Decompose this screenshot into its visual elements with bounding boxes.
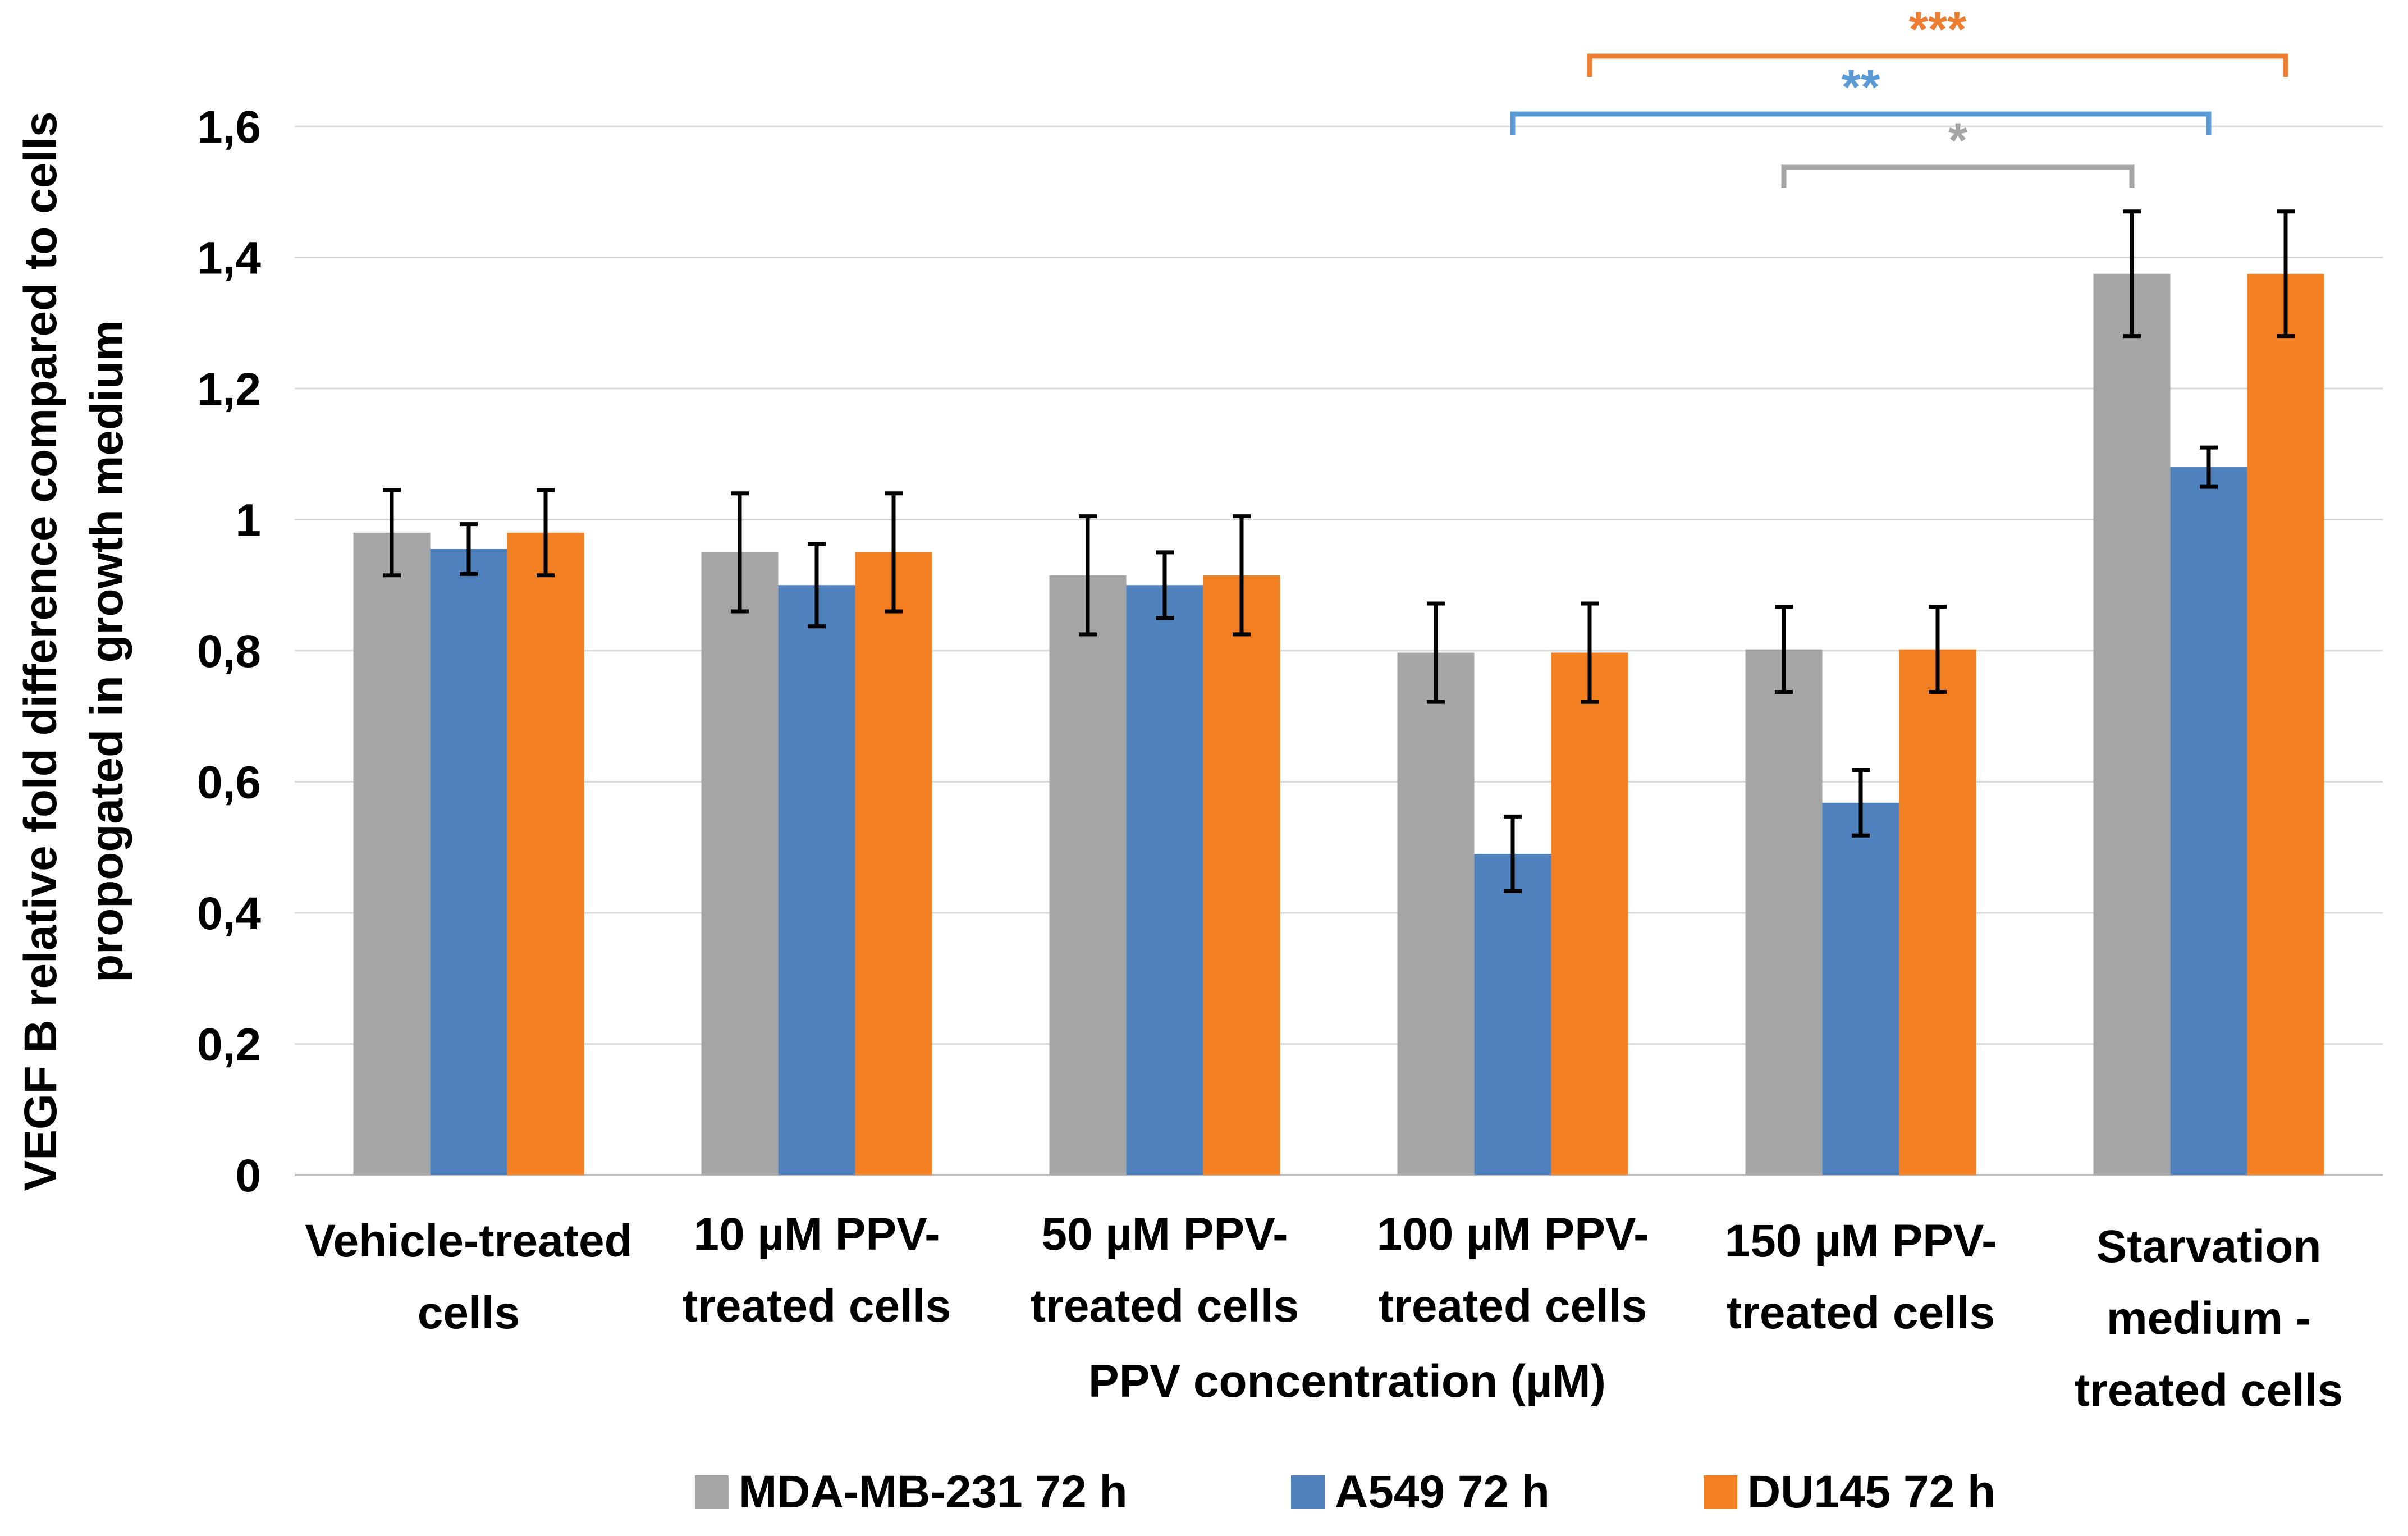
gridlines	[295, 125, 2383, 1176]
legend-item-2: DU145 72 h	[1704, 1466, 1995, 1517]
significance-bracket-line	[1510, 111, 2212, 135]
significance-label: **	[1842, 59, 1880, 115]
x-category-label-line: cells	[418, 1287, 520, 1338]
x-category-label-line: treated cells	[683, 1281, 951, 1332]
bar-series-2-category-3	[1551, 652, 1628, 1175]
x-category-label-line: treated cells	[2075, 1365, 2343, 1416]
y-tick-label: 0	[235, 1150, 261, 1201]
error-bar-series-2-category-2	[1233, 514, 1251, 637]
error-bar-series-1-category-3	[1504, 814, 1522, 893]
significance-bracket-line	[1781, 164, 2135, 188]
x-axis-category-labels: Vehicle-treated cells 10 µM PPV-treated ce…	[305, 1209, 2343, 1416]
y-axis-ticks: 0 0,2 0,4 0,6 0,8 1 1,2 1,4 1,6	[197, 102, 261, 1201]
y-tick-label: 0,4	[197, 888, 261, 939]
error-bar-series-2-category-3	[1581, 601, 1599, 704]
y-tick-label: 1,2	[197, 364, 261, 415]
bars	[353, 273, 2324, 1175]
error-bar-series-0-category-1	[731, 491, 749, 614]
bar-series-0-category-1	[701, 552, 779, 1175]
y-tick-label: 0,6	[197, 757, 261, 808]
bar-series-1-category-4	[1822, 802, 1899, 1175]
y-tick-label: 1,6	[197, 102, 261, 153]
error-bar-series-2-category-0	[537, 488, 555, 578]
legend-swatch	[1704, 1475, 1737, 1509]
legend-label: A549 72 h	[1335, 1466, 1550, 1517]
x-category-label-4: 150 µM PPV-treated cells	[1725, 1215, 1997, 1338]
x-category-label-0: Vehicle-treated cells	[305, 1215, 632, 1338]
significance-bracket-line	[1587, 53, 2288, 77]
x-category-label-line: treated cells	[1379, 1281, 1647, 1332]
x-category-label-1: 10 µM PPV-treated cells	[683, 1209, 951, 1332]
error-bar-series-1-category-0	[460, 522, 478, 576]
x-axis-title: PPV concentration (µM)	[1088, 1356, 1606, 1407]
x-category-label-line: treated cells	[1031, 1281, 1299, 1332]
error-bar-series-2-category-5	[2277, 209, 2295, 339]
significance-bracket-0: ***	[1587, 1, 2288, 77]
x-category-label-line: treated cells	[1727, 1287, 1995, 1338]
y-tick-label: 1,4	[197, 233, 261, 284]
bar-series-0-category-0	[353, 532, 431, 1175]
legend-swatch	[1291, 1475, 1325, 1509]
x-category-label-2: 50 µM PPV-treated cells	[1031, 1209, 1299, 1332]
x-category-label-line: 10 µM PPV-	[693, 1209, 940, 1260]
error-bar-series-2-category-1	[885, 491, 903, 614]
significance-brackets: ******	[1510, 1, 2288, 188]
error-bar-series-0-category-2	[1079, 514, 1097, 637]
bar-series-0-category-4	[1745, 649, 1823, 1175]
bar-series-1-category-1	[778, 585, 855, 1175]
significance-label: ***	[1909, 1, 1967, 57]
error-bar-series-1-category-2	[1156, 550, 1174, 620]
error-bar-series-0-category-0	[383, 488, 401, 578]
legend-item-0: MDA-MB-231 72 h	[695, 1466, 1128, 1517]
y-tick-label: 1	[235, 495, 261, 546]
error-bar-series-2-category-4	[1929, 605, 1947, 694]
significance-bracket-1: **	[1510, 59, 2212, 135]
significance-bracket-2: *	[1781, 112, 2135, 188]
x-category-label-5: Starvation medium - treated cells	[2075, 1221, 2343, 1416]
legend: MDA-MB-231 72 h A549 72 h DU145 72 h	[695, 1466, 1995, 1517]
error-bar-series-1-category-4	[1852, 767, 1870, 838]
x-category-label-line: 150 µM PPV-	[1725, 1215, 1997, 1267]
legend-item-1: A549 72 h	[1291, 1466, 1550, 1517]
legend-swatch	[695, 1475, 729, 1509]
y-tick-label: 0,8	[197, 626, 261, 677]
x-category-label-line: Vehicle-treated	[305, 1215, 632, 1267]
bar-series-2-category-4	[1899, 649, 1976, 1175]
bar-series-2-category-1	[855, 552, 932, 1175]
legend-label: MDA-MB-231 72 h	[739, 1466, 1128, 1517]
x-category-label-line: Starvation	[2096, 1221, 2322, 1272]
error-bar-series-0-category-5	[2123, 209, 2141, 339]
bar-series-0-category-2	[1049, 575, 1127, 1175]
error-bar-series-1-category-1	[808, 542, 826, 629]
bar-series-2-category-0	[507, 532, 584, 1175]
legend-label: DU145 72 h	[1747, 1466, 1995, 1517]
x-category-label-line: medium -	[2107, 1293, 2311, 1344]
bar-series-1-category-0	[430, 549, 507, 1175]
bar-series-2-category-5	[2247, 273, 2324, 1175]
x-category-label-3: 100 µM PPV-treated cells	[1377, 1209, 1649, 1332]
y-axis-title-line: propogated in growth medium	[81, 320, 132, 982]
y-tick-label: 0,2	[197, 1020, 261, 1071]
bar-series-0-category-5	[2093, 273, 2171, 1175]
error-bars	[383, 209, 2295, 893]
y-axis-title-line: VEGF B relative fold difference compared…	[15, 112, 66, 1191]
error-bar-series-0-category-3	[1427, 601, 1445, 704]
bar-series-2-category-2	[1203, 575, 1280, 1175]
bar-series-1-category-3	[1474, 853, 1551, 1175]
error-bar-series-1-category-5	[2200, 445, 2218, 489]
bar-series-0-category-3	[1397, 652, 1475, 1175]
x-category-label-line: 50 µM PPV-	[1041, 1209, 1288, 1260]
error-bar-series-0-category-4	[1775, 605, 1793, 694]
x-category-label-line: 100 µM PPV-	[1377, 1209, 1649, 1260]
bar-series-1-category-2	[1126, 585, 1203, 1175]
y-axis-title-text: VEGF B relative fold difference compared…	[15, 112, 132, 1191]
significance-label: *	[1948, 112, 1968, 168]
bar-series-1-category-5	[2170, 467, 2247, 1175]
y-axis-title: VEGF B relative fold difference compared…	[15, 112, 132, 1191]
